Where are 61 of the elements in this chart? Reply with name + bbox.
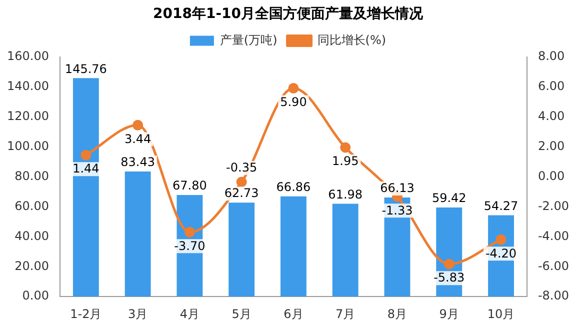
- data-label: 59.42: [432, 191, 466, 206]
- point: [496, 234, 506, 245]
- point: [80, 150, 92, 160]
- point: [444, 258, 454, 270]
- y-tick-label: 140.00: [6, 78, 49, 93]
- y-tick-label: 100.00: [6, 138, 49, 153]
- data-label: -3.70: [174, 238, 206, 253]
- y-tick-label: 60.00: [14, 198, 49, 213]
- data-label: 61.98: [328, 187, 363, 202]
- point: [132, 120, 144, 130]
- data-label: -5.83: [434, 270, 465, 285]
- x-tick-label: 10月: [487, 306, 515, 321]
- bar: [332, 204, 358, 297]
- bar: [124, 172, 151, 297]
- y2-tick-label: -8.00: [538, 288, 570, 303]
- data-label: 67.80: [172, 178, 207, 193]
- y2-tick-label: -4.00: [538, 228, 570, 243]
- data-label: -1.33: [382, 203, 413, 218]
- x-tick-label: 4月: [180, 306, 200, 321]
- data-label: -0.35: [226, 160, 258, 175]
- y2-tick-label: -6.00: [538, 258, 570, 273]
- data-label: 145.76: [64, 62, 107, 76]
- data-label: 83.43: [120, 155, 155, 170]
- bar: [280, 196, 306, 297]
- legend-label: 产量(万吨): [220, 32, 278, 47]
- data-label: 1.95: [332, 154, 359, 168]
- x-tick-label: 7月: [336, 306, 356, 321]
- y2-tick-label: 2.00: [538, 138, 565, 153]
- y-tick-label: 80.00: [14, 168, 49, 183]
- x-tick-label: 3月: [128, 306, 148, 321]
- data-label: 66.86: [276, 180, 311, 194]
- x-tick-label: 1-2月: [70, 306, 102, 321]
- data-label: 62.73: [224, 186, 259, 200]
- data-label: 5.90: [280, 94, 307, 109]
- chart-title: 2018年1-10月全国方便面产量及增长情况: [153, 5, 424, 22]
- x-tick-label: 8月: [387, 306, 408, 321]
- y-tick-label: 160.00: [6, 48, 49, 63]
- point: [340, 142, 351, 153]
- point: [184, 226, 195, 238]
- data-label: 1.44: [72, 162, 100, 176]
- y2-tick-label: 8.00: [538, 48, 565, 63]
- bar: [72, 78, 99, 297]
- y2-tick-label: -2.00: [538, 198, 570, 213]
- point: [236, 176, 247, 188]
- x-tick-label: 6月: [284, 306, 304, 321]
- bar: [228, 202, 255, 297]
- data-label: -4.20: [485, 246, 517, 260]
- x-tick-label: 5月: [232, 306, 252, 321]
- y-tick-label: 0.00: [22, 288, 49, 303]
- y-tick-label: 20.00: [14, 258, 49, 273]
- point: [288, 83, 299, 94]
- legend-label: 同比增长(%): [317, 32, 386, 47]
- y2-tick-label: 0.00: [538, 168, 565, 183]
- y-tick-label: 120.00: [6, 108, 49, 123]
- x-tick-label: 9月: [439, 306, 459, 321]
- y-tick-label: 40.00: [14, 228, 49, 243]
- data-label: 66.13: [380, 181, 414, 196]
- y2-tick-label: 6.00: [538, 78, 565, 93]
- y2-tick-label: 4.00: [538, 108, 565, 123]
- data-label: 3.44: [124, 132, 152, 146]
- data-label: 54.27: [484, 198, 518, 213]
